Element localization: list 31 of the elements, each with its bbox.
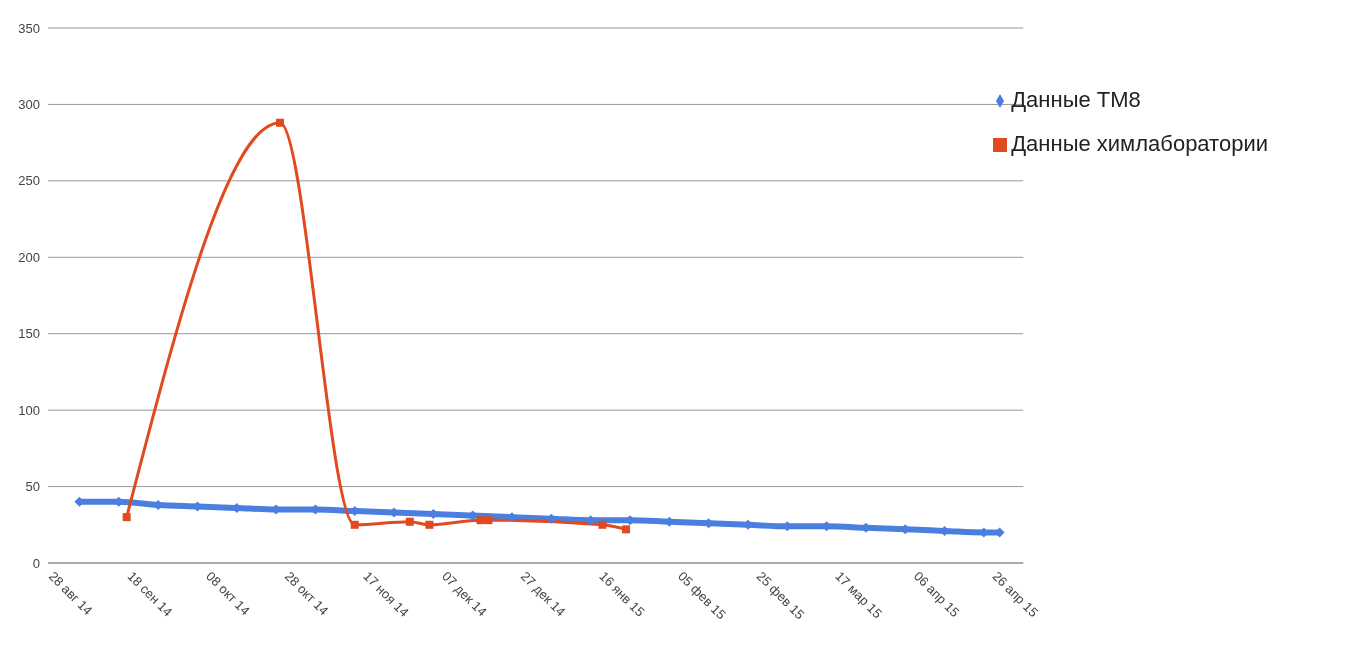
x-tick-label: 17 ноя 14 [360,568,412,620]
point [122,513,131,522]
point [405,517,414,526]
y-tick-label: 300 [18,97,40,113]
x-tick-label: 26 апр 15 [989,568,1042,620]
point [350,520,359,529]
point [598,520,607,529]
legend-label: Данные ТМ8 [1011,87,1141,112]
point [425,520,434,529]
x-tick-label: 08 окт 14 [203,568,253,619]
y-tick-label: 200 [18,249,40,265]
point [622,525,631,534]
x-tick-label: 18 сен 14 [124,568,176,620]
x-tick-label: 28 окт 14 [281,568,332,619]
x-tick-label: 27 дек 14 [517,568,569,620]
y-tick-label: 0 [32,555,40,571]
x-tick-label: 25 фев 15 [753,568,808,623]
point [276,118,285,127]
point [484,516,493,525]
x-tick-label: 16 янв 15 [596,568,648,620]
x-tick-label: 06 апр 15 [910,568,963,620]
y-tick-label: 150 [18,326,40,342]
y-tick-label: 350 [18,20,40,36]
y-tick-label: 50 [25,479,40,495]
x-tick-label: 05 фев 15 [675,568,729,623]
x-tick-label: 07 дек 14 [439,568,490,620]
x-tick-label: 17 мар 15 [832,568,886,622]
y-tick-label: 250 [18,173,40,189]
legend-label: Данные химлаборатории [1011,131,1268,156]
y-tick-label: 100 [18,402,40,418]
x-tick-label: 28 авг 14 [45,568,96,619]
